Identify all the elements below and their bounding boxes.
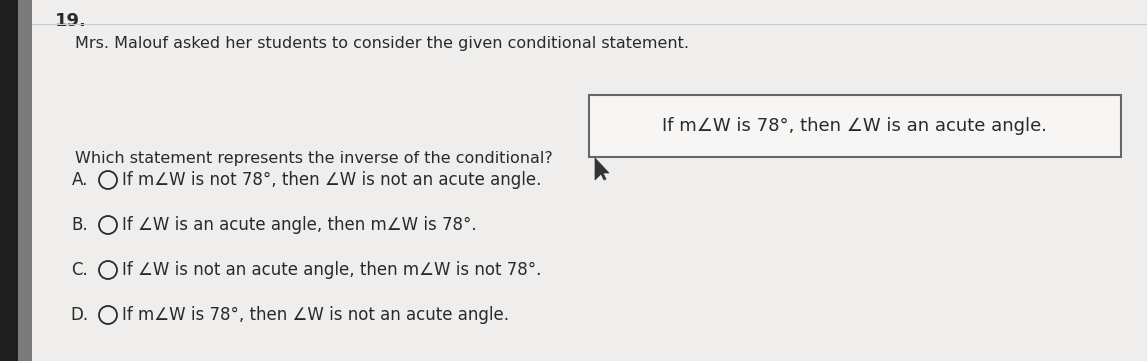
Text: 19.: 19. — [55, 12, 87, 30]
Text: If m∠W is 78°, then ∠W is an acute angle.: If m∠W is 78°, then ∠W is an acute angle… — [663, 117, 1047, 135]
Text: If m∠W is not 78°, then ∠W is not an acute angle.: If m∠W is not 78°, then ∠W is not an acu… — [122, 171, 541, 189]
Text: A.: A. — [71, 171, 88, 189]
Text: Mrs. Malouf asked her students to consider the given conditional statement.: Mrs. Malouf asked her students to consid… — [75, 36, 689, 51]
Text: C.: C. — [71, 261, 88, 279]
Bar — [18, 0, 32, 361]
Text: If m∠W is 78°, then ∠W is not an acute angle.: If m∠W is 78°, then ∠W is not an acute a… — [122, 306, 509, 324]
Text: D.: D. — [70, 306, 88, 324]
Text: B.: B. — [71, 216, 88, 234]
Text: If ∠W is an acute angle, then m∠W is 78°.: If ∠W is an acute angle, then m∠W is 78°… — [122, 216, 477, 234]
Text: Which statement represents the inverse of the conditional?: Which statement represents the inverse o… — [75, 151, 553, 166]
Bar — [0, 0, 18, 361]
FancyBboxPatch shape — [590, 95, 1121, 157]
Text: If ∠W is not an acute angle, then m∠W is not 78°.: If ∠W is not an acute angle, then m∠W is… — [122, 261, 541, 279]
Polygon shape — [595, 158, 609, 180]
